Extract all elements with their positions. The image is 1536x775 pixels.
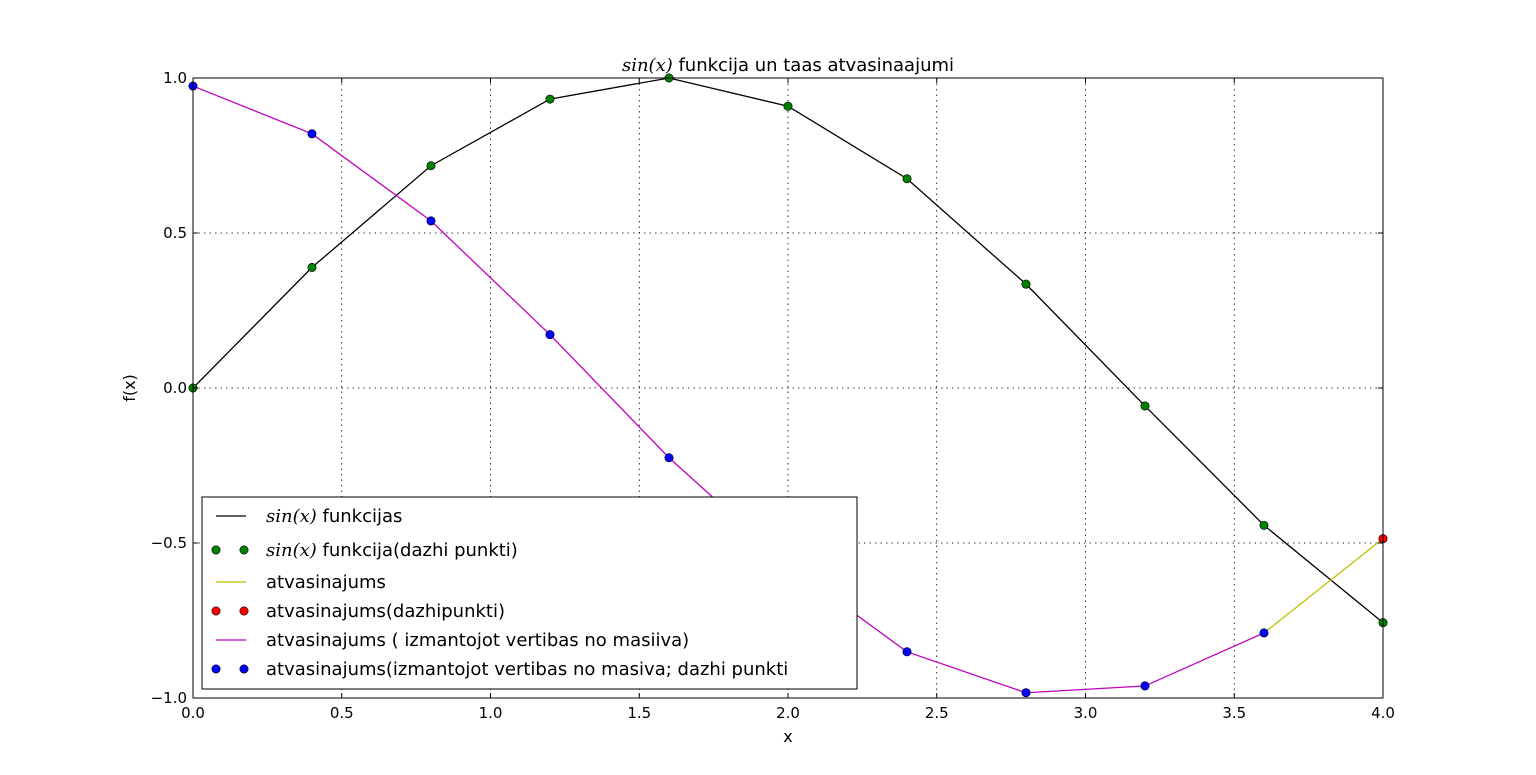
y-axis-label: f(x) xyxy=(120,374,139,402)
series-line-2 xyxy=(1263,538,1384,634)
legend-swatch-point xyxy=(239,606,249,616)
x-tick-label: 2.5 xyxy=(925,704,949,722)
legend-swatch-point xyxy=(211,664,221,674)
legend-label: atvasinajums(izmantojot vertibas no masi… xyxy=(266,659,788,680)
y-tick-label: −1.0 xyxy=(151,689,187,707)
series-point-1 xyxy=(545,94,555,104)
legend-label: atvasinajums xyxy=(266,572,386,593)
y-tick-label: 1.0 xyxy=(163,69,187,87)
series-point-5 xyxy=(545,330,555,340)
series-point-5 xyxy=(664,453,674,463)
legend-swatch-point xyxy=(239,545,249,555)
legend-label: sin(x) funkcija(dazhi punkti) xyxy=(266,540,518,561)
legend-label-math: sin(x) xyxy=(266,540,317,561)
x-tick-label: 0.5 xyxy=(330,704,354,722)
x-axis-label: x xyxy=(783,727,792,746)
x-tick-label: 3.5 xyxy=(1222,704,1246,722)
x-tick-label: 3.0 xyxy=(1074,704,1098,722)
chart-title-math: sin(x) xyxy=(622,55,673,76)
legend-label: atvasinajums ( izmantojot vertibas no ma… xyxy=(266,630,689,651)
legend-swatch-point xyxy=(211,606,221,616)
legend-label: atvasinajums(dazhipunkti) xyxy=(266,601,505,622)
series-point-5 xyxy=(902,647,912,657)
legend-label-rest: funkcijas xyxy=(317,506,403,527)
x-tick-label: 0.0 xyxy=(181,704,205,722)
series-point-1 xyxy=(426,161,436,171)
y-tick-label: −0.5 xyxy=(151,534,187,552)
series-point-5 xyxy=(1259,628,1269,638)
x-tick-label: 1.5 xyxy=(627,704,651,722)
ticks: 0.0 0.5 1.0 1.5 2.0 2.5 3.0 3.5 4.0 −1.0 −0.5 0.0 0.… xyxy=(151,69,1395,722)
legend-label-rest: funkcija(dazhi punkti) xyxy=(317,540,518,561)
chart-title-rest: funkcija un taas atvasinaajumi xyxy=(673,55,954,76)
x-tick-label: 2.0 xyxy=(776,704,800,722)
series-point-5 xyxy=(1021,688,1031,698)
series-point-1 xyxy=(1021,279,1031,289)
series-point-5 xyxy=(426,216,436,226)
series-point-1 xyxy=(307,262,317,272)
legend-swatch-point xyxy=(239,664,249,674)
legend-label: sin(x) funkcijas xyxy=(266,506,402,527)
y-tick-label: 0.0 xyxy=(163,379,187,397)
legend-swatch-point xyxy=(211,545,221,555)
series-point-1 xyxy=(1140,401,1150,411)
y-tick-label: 0.5 xyxy=(163,224,187,242)
legend-label-math: sin(x) xyxy=(266,506,317,527)
series-point-1 xyxy=(902,174,912,184)
series-point-5 xyxy=(307,129,317,139)
series-point-5 xyxy=(1140,681,1150,691)
series-point-1 xyxy=(1259,520,1269,530)
x-tick-label: 4.0 xyxy=(1371,704,1395,722)
x-tick-label: 1.0 xyxy=(479,704,503,722)
chart-title: sin(x) funkcija un taas atvasinaajumi xyxy=(622,55,954,76)
series-point-1 xyxy=(783,101,793,111)
legend-box xyxy=(201,496,858,690)
